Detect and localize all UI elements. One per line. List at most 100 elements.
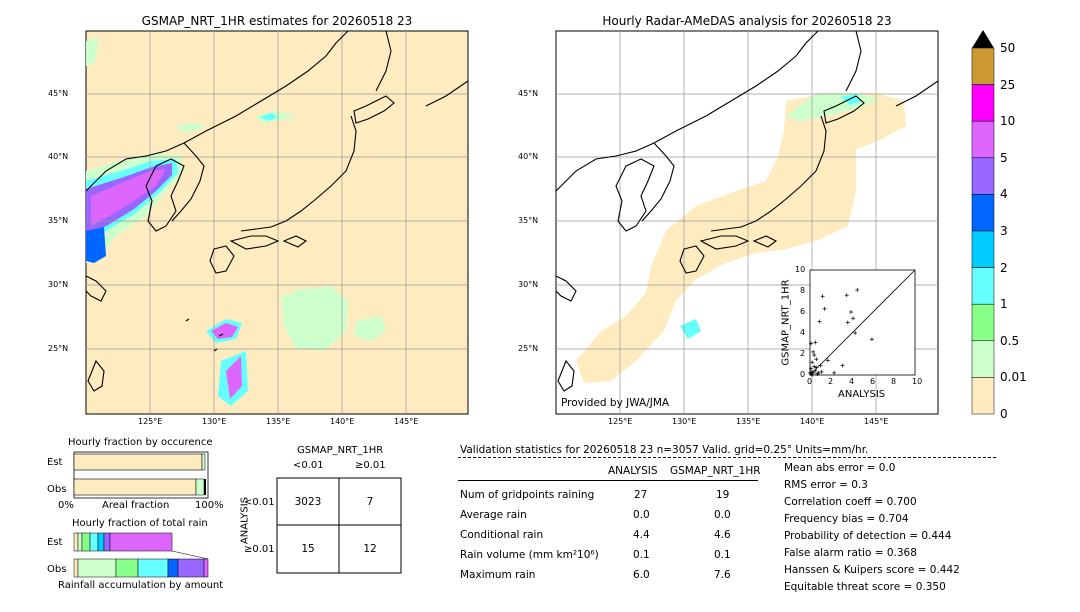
colorbar-label: 1: [1000, 297, 1008, 312]
occurrence-chart: [73, 451, 209, 499]
scatter-x-tick: 6: [870, 377, 876, 386]
left-lat-40: 40°N: [48, 152, 69, 161]
colorbar-cell: [971, 157, 995, 195]
scatter-point: [809, 341, 814, 346]
colorbar-label: 10: [1000, 114, 1016, 129]
stats-row-gsmap: 4.6: [714, 529, 731, 541]
right-lat-25: 25°N: [518, 344, 539, 353]
left-map: [85, 30, 469, 415]
score-bias: Frequency bias = 0.704: [784, 513, 909, 525]
contingency-row-lt: <0.01: [244, 497, 275, 508]
scatter-x-tick: 8: [891, 377, 897, 386]
scatter-x-tick: 2: [828, 377, 834, 386]
right-lat-40: 40°N: [518, 152, 539, 161]
left-lat-45: 45°N: [48, 89, 69, 98]
contingency-cell-hit-neg: 3023: [294, 496, 322, 508]
colorbar-cell: [971, 194, 995, 232]
stats-row-gsmap: 7.6: [714, 569, 731, 581]
total-rain-xlabel: Rainfall accumulation by amount: [58, 580, 224, 591]
stats-row-gsmap: 0.0: [714, 509, 731, 521]
scatter-y-tick: 10: [795, 265, 806, 274]
scatter-ylabel: GSMAP_NRT_1HR: [780, 279, 792, 366]
stats-divider: [458, 457, 996, 458]
scatter-point: [819, 369, 824, 374]
total-rain-est-label: Est: [47, 537, 63, 548]
stats-rule: [458, 480, 758, 481]
scatter-point: [848, 310, 853, 314]
total-rain-obs-label: Obs: [47, 564, 67, 575]
contingency-col-ge: ≥0.01: [355, 460, 386, 471]
scatter-point: [844, 293, 849, 298]
total-rain-title: Hourly fraction of total rain: [72, 518, 208, 529]
occurrence-est-bar: [73, 453, 203, 471]
contingency-row-ge: ≥0.01: [244, 544, 275, 555]
colorbar-cell: [971, 230, 995, 268]
scatter-y-tick: 0: [800, 370, 806, 379]
colorbar-cell: [971, 84, 995, 122]
colorbar: [971, 30, 995, 415]
scatter-point: [825, 358, 830, 363]
stats-col-analysis: ANALYSIS: [608, 465, 658, 477]
left-lat-25: 25°N: [48, 344, 69, 353]
stats-row-label: Rain volume (mm km²10⁶): [460, 549, 599, 561]
scatter-point: [851, 316, 856, 321]
colorbar-label: 0.5: [1000, 333, 1020, 348]
colorbar-label: 3: [1000, 224, 1008, 238]
scatter-point: [814, 365, 819, 370]
scatter-point: [813, 368, 818, 373]
scatter-point: [810, 373, 815, 377]
score-far: False alarm ratio = 0.368: [784, 547, 917, 559]
score-pod: Probability of detection = 0.444: [784, 530, 952, 542]
scatter-point: [853, 331, 858, 335]
stats-row-gsmap: 0.1: [714, 549, 731, 561]
contingency-cell-miss: 15: [301, 543, 315, 555]
scatter-y-tick: 4: [800, 328, 806, 337]
right-lat-45: 45°N: [518, 89, 539, 98]
left-lon-145: 145°E: [394, 417, 419, 426]
right-lon-140: 140°E: [800, 417, 825, 426]
colorbar-cell: [971, 47, 995, 85]
colorbar-cell: [971, 267, 995, 305]
stats-row-analysis: 0.0: [633, 509, 650, 521]
scatter-point: [818, 363, 823, 368]
scatter-point: [810, 360, 815, 365]
left-lat-35: 35°N: [48, 216, 69, 225]
stats-row-analysis: 27: [634, 489, 648, 501]
occurrence-tick-100: 100%: [195, 500, 224, 511]
scatter-x-tick: 4: [849, 377, 855, 386]
scatter-point: [869, 337, 874, 342]
scatter-point: [809, 366, 814, 371]
left-lon-140: 140°E: [330, 417, 355, 426]
score-corr: Correlation coeff = 0.700: [784, 496, 917, 508]
occurrence-obs-label: Obs: [47, 484, 67, 495]
scatter-plot: [808, 269, 916, 377]
scatter-point: [808, 370, 812, 375]
scatter-point: [814, 357, 819, 362]
right-lon-135: 135°E: [736, 417, 761, 426]
total-rain-chart: [73, 532, 209, 578]
colorbar-label: 0: [1000, 407, 1008, 421]
colorbar-label: 50: [1000, 41, 1016, 55]
stats-row-analysis: 6.0: [633, 569, 650, 581]
data-credit: Provided by JWA/JMA: [561, 397, 670, 409]
stats-row-label: Maximum rain: [460, 569, 536, 581]
stats-row-label: Average rain: [460, 509, 527, 521]
stats-row-analysis: 4.4: [633, 529, 650, 541]
scatter-point: [817, 319, 822, 324]
stats-row-analysis: 0.1: [633, 549, 650, 561]
score-ets: Equitable threat score = 0.350: [784, 581, 946, 593]
colorbar-label: 4: [1000, 187, 1008, 202]
scatter-point: [832, 370, 837, 375]
scatter-point: [812, 364, 817, 369]
scatter-point: [822, 306, 827, 311]
colorbar-cell: [971, 303, 995, 342]
occurrence-title: Hourly fraction by occurence: [68, 437, 213, 448]
left-map-title: GSMAP_NRT_1HR estimates for 20260518 23: [141, 14, 413, 28]
colorbar-cell: [971, 377, 995, 415]
contingency-cell-false-alarm: 7: [366, 496, 374, 508]
right-map-title: Hourly Radar-AMeDAS analysis for 2026051…: [602, 14, 892, 28]
left-lon-125: 125°E: [138, 417, 163, 426]
right-lat-30: 30°N: [518, 280, 539, 289]
scatter-point: [811, 349, 816, 354]
contingency-col-lt: <0.01: [293, 460, 324, 471]
